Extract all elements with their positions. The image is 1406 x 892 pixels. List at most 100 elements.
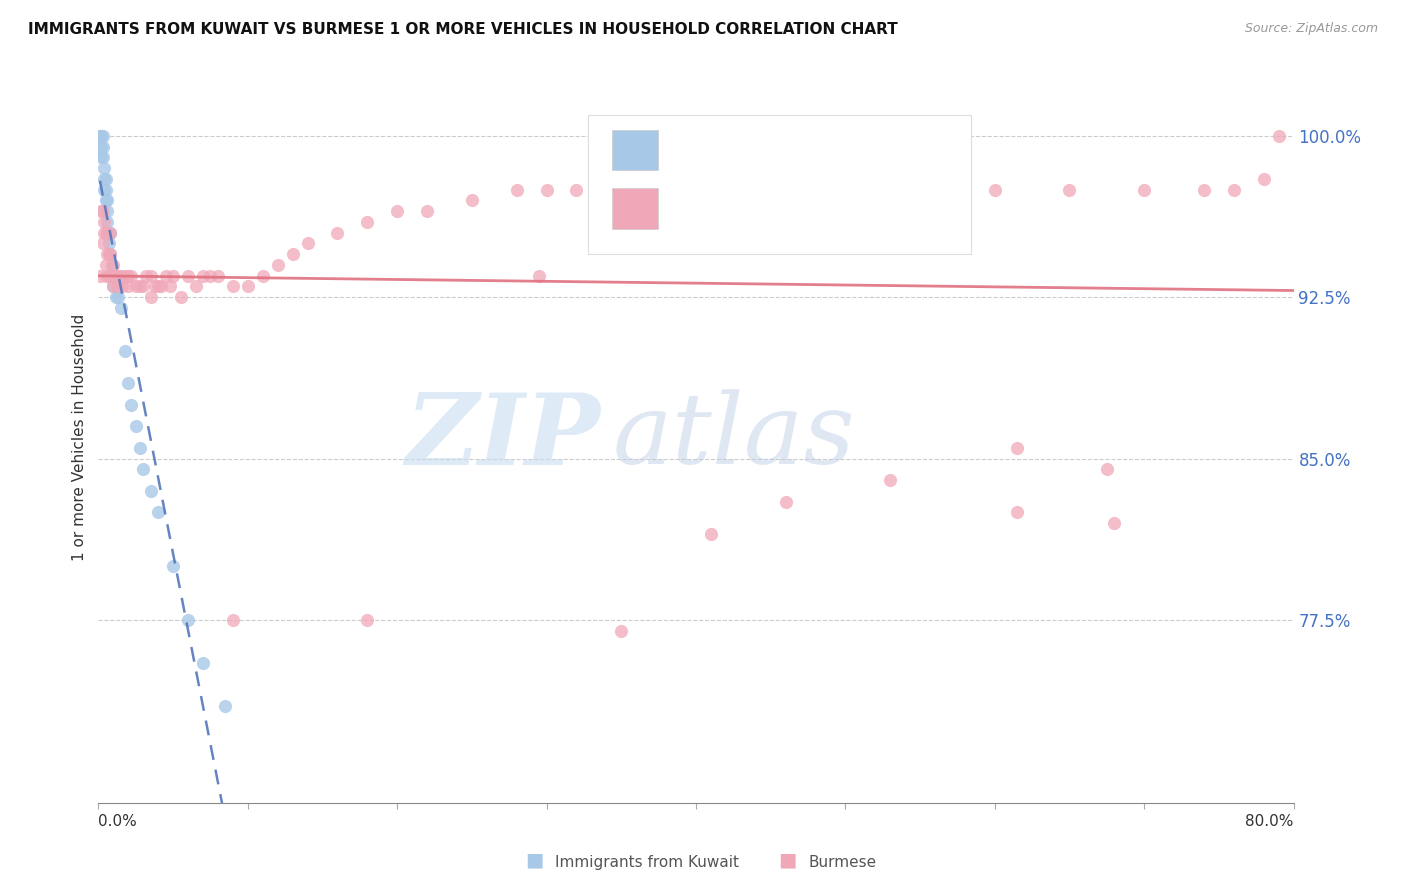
Point: [93, 161, 115, 176]
Point: [222, 613, 245, 627]
Point: [326, 226, 349, 240]
Point: [177, 613, 200, 627]
Point: [129, 279, 152, 293]
Point: [129, 441, 152, 455]
Point: [150, 279, 173, 293]
Point: [96, 215, 118, 229]
Point: [139, 290, 162, 304]
Point: [132, 462, 155, 476]
Point: [139, 268, 162, 283]
Point: [93, 215, 115, 229]
Point: [96, 226, 118, 240]
Point: [984, 183, 1007, 197]
Point: [117, 279, 139, 293]
FancyBboxPatch shape: [588, 115, 970, 254]
Point: [105, 290, 128, 304]
Text: atlas: atlas: [613, 390, 855, 484]
Point: [132, 279, 155, 293]
Point: [356, 613, 378, 627]
Point: [93, 172, 115, 186]
FancyBboxPatch shape: [613, 130, 658, 170]
Point: [105, 268, 128, 283]
Point: [111, 279, 134, 293]
Point: [834, 183, 856, 197]
Point: [184, 279, 207, 293]
Point: [103, 258, 125, 272]
Point: [461, 194, 484, 208]
Point: [97, 247, 120, 261]
Point: [685, 183, 707, 197]
Point: [155, 268, 177, 283]
Point: [143, 279, 166, 293]
Point: [714, 183, 737, 197]
Point: [100, 226, 122, 240]
Point: [177, 268, 200, 283]
Point: [1059, 183, 1081, 197]
Point: [101, 268, 124, 283]
Point: [100, 247, 122, 261]
Point: [169, 290, 191, 304]
Point: [222, 279, 245, 293]
Point: [103, 279, 125, 293]
Point: [1192, 183, 1215, 197]
Point: [565, 183, 588, 197]
Point: [94, 268, 117, 283]
Point: [94, 258, 117, 272]
Point: [162, 559, 184, 574]
Point: [91, 204, 114, 219]
Point: [610, 624, 633, 638]
Point: [90, 128, 112, 143]
Point: [125, 419, 148, 434]
Point: [1005, 441, 1028, 455]
Point: [101, 268, 124, 283]
Point: [267, 258, 290, 272]
Point: [148, 279, 170, 293]
Point: [114, 268, 136, 283]
Y-axis label: 1 or more Vehicles in Household: 1 or more Vehicles in Household: [72, 313, 87, 561]
Point: [879, 473, 901, 487]
Point: [107, 290, 129, 304]
Point: [103, 268, 125, 283]
Point: [1133, 183, 1156, 197]
Point: [96, 247, 118, 261]
Point: [200, 268, 222, 283]
Text: ■: ■: [524, 851, 544, 870]
Point: [159, 279, 181, 293]
Point: [527, 268, 550, 283]
Point: [100, 226, 122, 240]
Point: [1253, 172, 1275, 186]
Point: [94, 172, 117, 186]
Point: [97, 226, 120, 240]
Point: [236, 279, 259, 293]
Point: [416, 204, 439, 219]
Point: [97, 236, 120, 251]
Point: [110, 268, 132, 283]
Point: [94, 183, 117, 197]
Text: R =  0.094: R = 0.094: [672, 141, 768, 159]
Point: [139, 483, 162, 498]
Text: Source: ZipAtlas.com: Source: ZipAtlas.com: [1244, 22, 1378, 36]
Point: [120, 398, 142, 412]
Point: [104, 268, 127, 283]
Point: [100, 247, 122, 261]
Point: [97, 268, 120, 283]
Point: [356, 215, 378, 229]
FancyBboxPatch shape: [613, 188, 658, 228]
Point: [162, 268, 184, 283]
Point: [96, 204, 118, 219]
Point: [94, 226, 117, 240]
Point: [110, 301, 132, 315]
Point: [281, 247, 304, 261]
Point: [908, 183, 931, 197]
Point: [89, 128, 111, 143]
Point: [93, 226, 115, 240]
Point: [536, 183, 558, 197]
Point: [1095, 462, 1118, 476]
Point: [804, 183, 827, 197]
Point: [1223, 183, 1246, 197]
Point: [96, 194, 118, 208]
Text: 80.0%: 80.0%: [1246, 814, 1294, 829]
Point: [101, 258, 124, 272]
Text: Burmese: Burmese: [808, 855, 876, 870]
Point: [91, 150, 114, 164]
